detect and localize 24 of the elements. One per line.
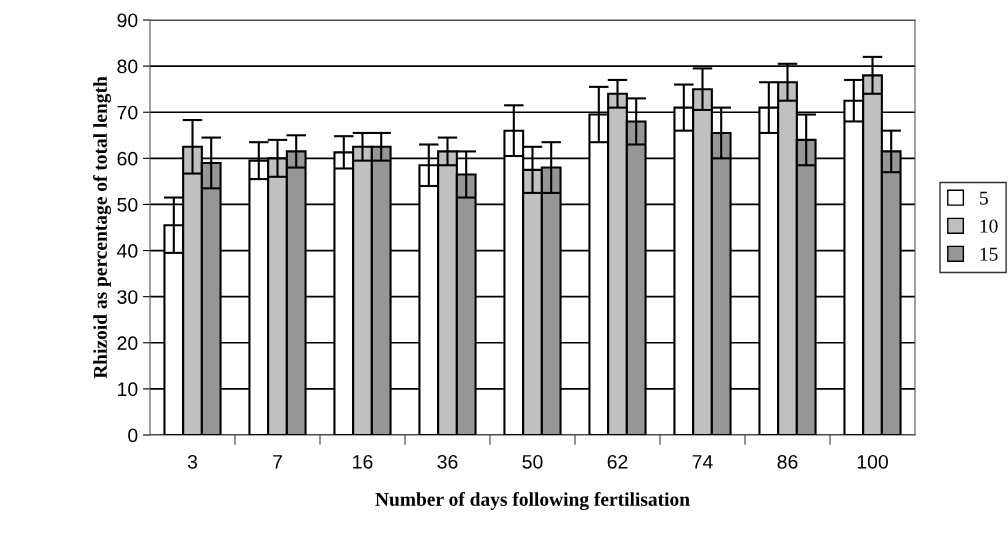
x-tick-label: 62	[607, 454, 628, 469]
x-tick-label: 36	[437, 454, 458, 469]
x-tick-label: 86	[777, 454, 798, 469]
y-tick-label: 0	[128, 428, 138, 443]
x-axis-title: Number of days following fertilisation	[375, 492, 690, 510]
y-axis-title: Rhizoid as percentage of total length	[93, 76, 112, 379]
y-tick-label: 10	[118, 382, 138, 397]
x-tick-label: 7	[273, 455, 282, 469]
legend-label: 10	[980, 219, 998, 233]
x-tick-label: 16	[353, 454, 373, 469]
y-tick-label: 90	[117, 13, 138, 28]
y-tick-label: 70	[117, 105, 138, 120]
y-tick-label: 50	[117, 197, 138, 212]
y-tick-label: 20	[117, 336, 138, 351]
y-tick-label: 40	[117, 244, 138, 258]
y-tick-label: 60	[117, 151, 138, 166]
x-tick-label: 50	[522, 454, 543, 469]
x-tick-label: 74	[692, 455, 713, 469]
x-tick-label: 3	[187, 454, 198, 469]
legend-label: 5	[980, 191, 988, 205]
y-tick-label: 30	[117, 290, 138, 304]
x-tick-label: 100	[857, 454, 888, 469]
legend-label: 15	[980, 247, 998, 261]
y-tick-label: 80	[117, 59, 138, 74]
